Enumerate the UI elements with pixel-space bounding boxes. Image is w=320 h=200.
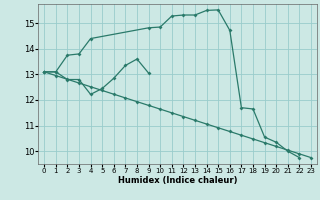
X-axis label: Humidex (Indice chaleur): Humidex (Indice chaleur)	[118, 176, 237, 185]
